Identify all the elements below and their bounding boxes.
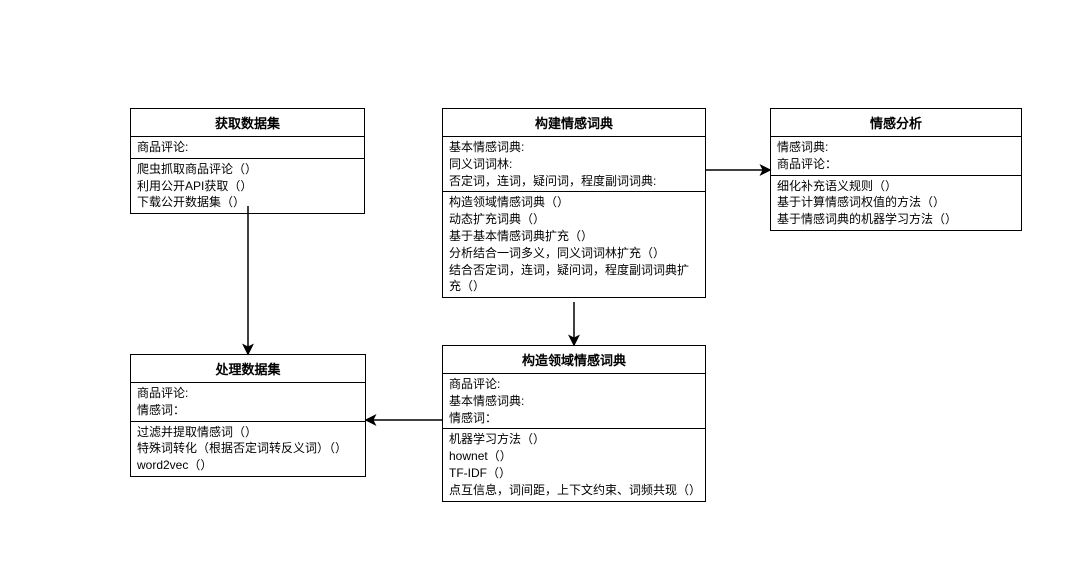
method-row: TF-IDF（）: [449, 465, 699, 482]
node-process-dataset: 处理数据集 商品评论: 情感词： 过滤并提取情感词（） 特殊词转化（根据否定词转…: [130, 354, 366, 477]
method-row: 下载公开数据集（）: [137, 194, 358, 211]
method-row: 动态扩充词典（）: [449, 211, 699, 228]
method-row: 基于情感词典的机器学习方法（）: [777, 211, 1015, 228]
node-domain-sentiment-dict: 构造领域情感词典 商品评论: 基本情感词典: 情感词： 机器学习方法（） how…: [442, 345, 706, 502]
node-title: 处理数据集: [131, 355, 365, 383]
attr-row: 否定词，连词，疑问词，程度副词词典:: [449, 173, 699, 190]
method-row: 构造领域情感词典（）: [449, 194, 699, 211]
attr-row: 商品评论:: [137, 385, 359, 402]
attr-row: 商品评论：: [777, 156, 1015, 173]
node-attributes: 商品评论: 基本情感词典: 情感词：: [443, 374, 705, 429]
node-methods: 机器学习方法（） hownet（） TF-IDF（） 点互信息，词间距，上下文约…: [443, 429, 705, 500]
method-row: 过滤并提取情感词（）: [137, 424, 359, 441]
method-row: 基于基本情感词典扩充（）: [449, 228, 699, 245]
attr-row: 基本情感词典:: [449, 139, 699, 156]
method-row: 爬虫抓取商品评论（）: [137, 161, 358, 178]
node-title: 构造领域情感词典: [443, 346, 705, 374]
node-attributes: 基本情感词典: 同义词词林: 否定词，连词，疑问词，程度副词词典:: [443, 137, 705, 192]
method-row: 基于计算情感词权值的方法（）: [777, 194, 1015, 211]
method-row: 细化补充语义规则（）: [777, 178, 1015, 195]
node-title: 获取数据集: [131, 109, 364, 137]
method-row: 结合否定词，连词，疑问词，程度副词词典扩充（）: [449, 262, 699, 296]
method-row: hownet（）: [449, 448, 699, 465]
method-row: 分析结合一词多义，同义词词林扩充（）: [449, 245, 699, 262]
attr-row: 情感词：: [137, 402, 359, 419]
attr-row: 同义词词林:: [449, 156, 699, 173]
attr-row: 商品评论:: [449, 376, 699, 393]
node-title: 情感分析: [771, 109, 1021, 137]
node-methods: 过滤并提取情感词（） 特殊词转化（根据否定词转反义词）（） word2vec（）: [131, 422, 365, 476]
node-attributes: 情感词典: 商品评论：: [771, 137, 1021, 176]
node-attributes: 商品评论:: [131, 137, 364, 159]
attr-row: 情感词典:: [777, 139, 1015, 156]
method-row: 特殊词转化（根据否定词转反义词）（）: [137, 440, 359, 457]
node-build-sentiment-dict: 构建情感词典 基本情感词典: 同义词词林: 否定词，连词，疑问词，程度副词词典:…: [442, 108, 706, 298]
node-title: 构建情感词典: [443, 109, 705, 137]
method-row: 点互信息，词间距，上下文约束、词频共现（）: [449, 482, 699, 499]
attr-row: 基本情感词典:: [449, 393, 699, 410]
node-methods: 爬虫抓取商品评论（） 利用公开API获取（） 下载公开数据集（）: [131, 159, 364, 213]
method-row: 利用公开API获取（）: [137, 178, 358, 195]
method-row: word2vec（）: [137, 457, 359, 474]
method-row: 机器学习方法（）: [449, 431, 699, 448]
node-methods: 构造领域情感词典（） 动态扩充词典（） 基于基本情感词典扩充（） 分析结合一词多…: [443, 192, 705, 297]
node-acquire-dataset: 获取数据集 商品评论: 爬虫抓取商品评论（） 利用公开API获取（） 下载公开数…: [130, 108, 365, 214]
node-methods: 细化补充语义规则（） 基于计算情感词权值的方法（） 基于情感词典的机器学习方法（…: [771, 176, 1021, 230]
attr-row: 商品评论:: [137, 139, 358, 156]
node-attributes: 商品评论: 情感词：: [131, 383, 365, 422]
node-sentiment-analysis: 情感分析 情感词典: 商品评论： 细化补充语义规则（） 基于计算情感词权值的方法…: [770, 108, 1022, 231]
attr-row: 情感词：: [449, 410, 699, 427]
